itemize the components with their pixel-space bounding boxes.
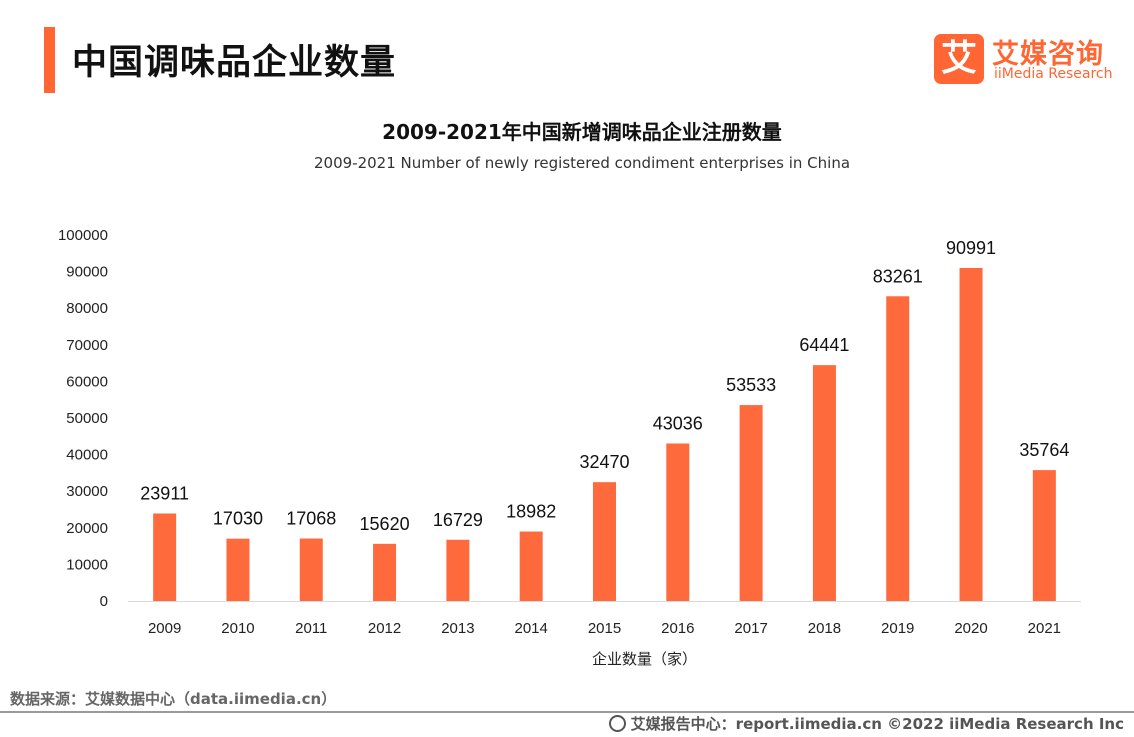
- x-tick-label: 2009: [148, 620, 181, 637]
- y-tick-label: 60000: [66, 373, 108, 390]
- page-title: 中国调味品企业数量: [72, 43, 397, 83]
- data-label: 17030: [213, 509, 263, 529]
- x-tick-label: 2012: [368, 620, 401, 637]
- x-axis-label: 企业数量（家）: [592, 650, 697, 668]
- data-label: 23911: [140, 483, 189, 503]
- data-label: 18982: [506, 502, 556, 522]
- bar: [886, 296, 910, 601]
- y-tick-label: 30000: [66, 483, 108, 500]
- globe-icon: [608, 715, 626, 732]
- bar: [446, 539, 470, 601]
- data-source-note: 数据来源：艾媒数据中心（data.iimedia.cn）: [10, 690, 337, 708]
- logo-text-cn: 艾媒咨询: [992, 39, 1104, 70]
- data-label: 83261: [873, 266, 923, 286]
- x-tick-label: 2019: [881, 620, 914, 637]
- bar: [153, 513, 177, 601]
- footer-divider: [0, 711, 1134, 713]
- y-tick-label: 20000: [66, 520, 108, 537]
- bar: [299, 538, 323, 601]
- data-label: 32470: [579, 452, 629, 472]
- x-tick-label: 2021: [1028, 620, 1061, 637]
- x-tick-label: 2015: [588, 620, 621, 637]
- data-label: 35764: [1019, 440, 1069, 460]
- bar: [739, 405, 763, 601]
- footer-text: 艾媒报告中心：report.iimedia.cn ©2022 iiMedia R…: [630, 715, 1124, 733]
- y-tick-label: 80000: [66, 300, 108, 317]
- data-label: 53533: [726, 375, 776, 395]
- data-label: 17068: [286, 509, 336, 529]
- y-tick-label: 0: [100, 593, 108, 610]
- chart-subtitle: 2009-2021 Number of newly registered con…: [313, 154, 851, 172]
- data-label: 15620: [360, 514, 410, 534]
- y-tick-label: 70000: [66, 337, 108, 354]
- y-tick-label: 90000: [66, 264, 108, 281]
- bar: [226, 538, 250, 601]
- bar: [593, 482, 616, 601]
- x-tick-label: 2011: [295, 620, 327, 637]
- y-tick-label: 100000: [58, 227, 108, 244]
- y-tick-label: 10000: [66, 556, 108, 573]
- x-tick-label: 2018: [808, 620, 841, 637]
- bar: [666, 443, 690, 601]
- logo-text-en: iiMedia Research: [994, 66, 1113, 82]
- bar: [373, 543, 397, 601]
- x-tick-label: 2013: [441, 620, 474, 637]
- bar: [1032, 470, 1056, 601]
- bar-chart: 0 10000 20000 30000 40000 50000 60000 70000 8000…: [58, 227, 1081, 668]
- bar: [519, 531, 543, 601]
- bar: [812, 365, 836, 601]
- bar: [959, 267, 983, 601]
- chart-title: 2009-2021年中国新增调味品企业注册数量: [382, 120, 782, 144]
- logo-mark: 艾: [934, 34, 984, 84]
- title-accent-bar: [44, 27, 55, 93]
- y-tick-label: 40000: [66, 447, 108, 464]
- footer-credit: 艾媒报告中心：report.iimedia.cn ©2022 iiMedia R…: [608, 713, 1124, 734]
- data-label: 16729: [433, 510, 483, 530]
- x-tick-label: 2016: [661, 620, 694, 637]
- x-tick-label: 2020: [954, 620, 987, 637]
- y-tick-label: 50000: [66, 410, 108, 427]
- x-tick-label: 2014: [515, 620, 548, 637]
- x-tick-label: 2017: [734, 620, 767, 637]
- data-label: 90991: [946, 238, 996, 258]
- data-label: 43036: [653, 413, 703, 433]
- x-tick-label: 2010: [221, 620, 254, 637]
- data-label: 64441: [799, 335, 849, 355]
